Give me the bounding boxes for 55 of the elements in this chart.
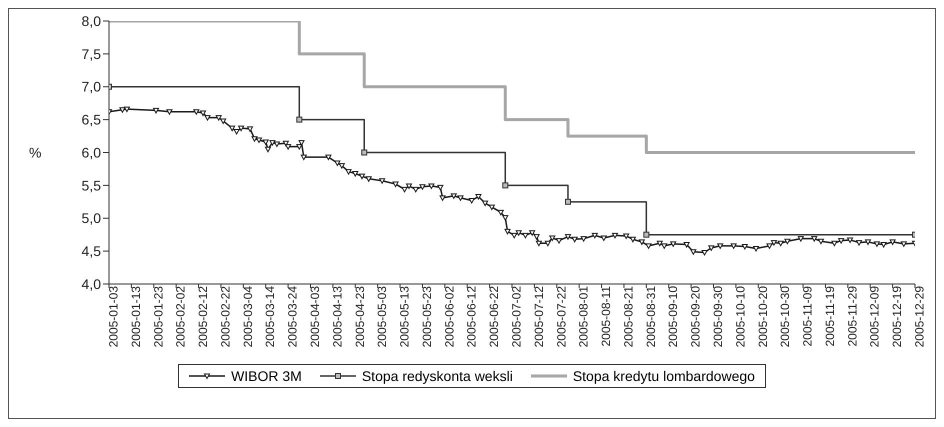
point [296,116,302,123]
x-tick-label: 2005-10-30 [778,286,792,348]
y-tick-label: 7,5 [82,46,102,62]
x-tick-label: 2005-06-02 [442,286,456,348]
x-tick-label: 2005-12-29 [912,286,927,348]
x-tick-label: 2005-08-01 [576,286,591,348]
x-tick-label: 2005-02-22 [218,286,232,348]
x-tick-label: 2005-03-24 [286,286,300,348]
y-tick-label: 6,0 [82,144,102,160]
legend-label: WIBOR 3M [231,368,302,384]
y-axis-title: % [29,144,42,160]
x-tick-label: 2005-12-09 [868,286,882,348]
x-tick-label: 2005-05-03 [375,286,390,348]
x-tick-label: 2005-07-02 [510,286,524,348]
x-tick-label: 2005-04-23 [352,286,367,348]
x-tick-label: 2005-09-20 [688,286,703,348]
x-tick-label: 2005-01-13 [128,286,143,348]
x-tick-label: 2005-06-22 [487,286,502,348]
y-tick-label: 6,5 [82,112,102,128]
x-tick-label: 2005-08-11 [599,286,614,346]
x-tick-label: 2005-04-13 [330,286,344,348]
x-tick-label: 2005-01-03 [106,286,121,348]
x-tick-label: 2005-03-14 [263,286,278,348]
legend-label: Stopa redyskonta weksli [362,368,513,384]
y-tick-label: 5,0 [82,210,102,226]
x-tick-label: 2005-10-20 [756,286,770,348]
x-tick-label: 2005-08-31 [644,286,658,348]
x-tick-label: 2005-09-10 [666,286,680,348]
x-tick-label: 2005-03-04 [240,286,255,348]
x-tick-label: 2005-08-21 [621,286,636,348]
x-tick-label: 2005-12-19 [890,286,904,348]
x-tick-label: 2005-11-09 [800,286,815,346]
y-tick-label: 7,0 [82,78,102,95]
x-tick-label: 2005-10-10 [733,286,748,348]
legend-label: Stopa kredytu lombardowego [572,368,755,384]
x-tick-label: 2005-05-23 [420,286,434,348]
x-tick-label: 2005-07-22 [554,286,568,348]
x-tick-label: 2005-04-03 [308,286,322,348]
x-tick-label: 2005-09-30 [711,286,726,348]
x-tick-label: 2005-06-12 [464,286,479,348]
x-tick-label: 2005-11-29 [845,286,860,346]
y-tick-label: 8,0 [82,12,102,29]
x-tick-label: 2005-05-13 [398,286,412,348]
x-tick-label: 2005-07-12 [532,286,546,348]
x-tick-label: 2005-11-19 [822,286,837,346]
point [502,182,508,188]
x-tick-label: 2005-01-23 [151,286,166,348]
x-tick-label: 2005-02-12 [196,286,210,348]
y-tick-label: 4,0 [82,276,102,292]
y-tick-label: 4,5 [82,243,102,260]
point [564,198,571,205]
point [643,232,650,238]
point [361,150,368,156]
x-tick-label: 2005-02-02 [174,286,188,348]
y-tick-label: 5,5 [82,177,102,194]
